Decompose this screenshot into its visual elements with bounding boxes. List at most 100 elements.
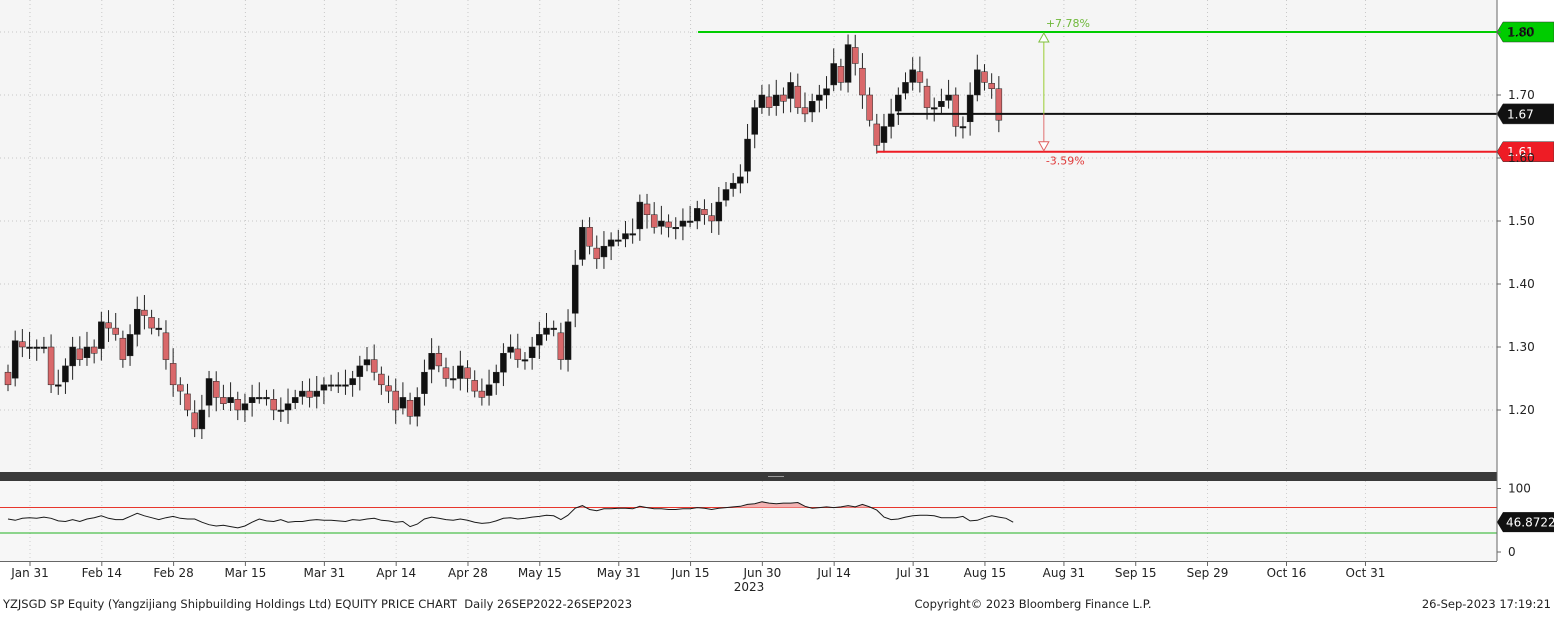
candle-body (435, 353, 443, 367)
candle-body (873, 123, 881, 146)
candle-body (974, 69, 981, 96)
range-arrow-up-head (1037, 31, 1050, 43)
support-tag (1496, 141, 1554, 162)
price-axis: 1.20 1.30 1.40 1.50 1.60 1.70 1.80 (1497, 25, 1535, 417)
candle-body (823, 88, 830, 96)
support-change-label: -3.59% (1046, 155, 1085, 168)
candle-body (808, 101, 816, 113)
candle-body (40, 346, 48, 349)
candlestick-series (4, 34, 1003, 439)
x-tick-label: Jun 15 (671, 566, 710, 580)
candle-body (959, 126, 967, 129)
indicator-series: 46.8722 (7, 501, 1554, 533)
footer-title: YZJSGD SP Equity (Yangzijiang Shipbuildi… (2, 597, 632, 611)
candle-body (851, 47, 859, 64)
candle-body (306, 390, 313, 398)
candle-body (902, 82, 909, 94)
current-tag (1496, 103, 1554, 125)
candle-body (629, 233, 636, 236)
y-tick-label: 1.30 (1508, 340, 1535, 354)
footer-copyright: Copyright© 2023 Bloomberg Finance L.P. (915, 597, 1152, 611)
candle-body (414, 397, 421, 417)
y-tick-label: 1.60 (1508, 151, 1535, 165)
candle-body (220, 397, 227, 404)
candle-body (98, 321, 105, 349)
candle-body (478, 390, 486, 398)
candle-body (449, 378, 457, 381)
candle-body (55, 384, 62, 387)
candle-body (119, 337, 127, 360)
candle-body (155, 327, 163, 330)
candle-body (780, 94, 787, 102)
candle-body (241, 403, 249, 411)
candle-body (90, 346, 98, 354)
candle-body (227, 397, 234, 404)
y-tick-label: 1.50 (1508, 214, 1535, 228)
candle-body (169, 363, 177, 386)
candle-body (988, 83, 995, 89)
candle-body (966, 94, 974, 123)
candle-body (69, 346, 76, 367)
candle-body (564, 321, 572, 360)
support-tag-label: 1.61 (1507, 145, 1534, 159)
candle-body (205, 378, 213, 406)
x-axis-year-label: 2023 (734, 580, 765, 594)
candle-body (399, 397, 407, 409)
candle-body (636, 201, 644, 230)
candle-body (930, 107, 938, 110)
panel-separator[interactable] (0, 472, 1497, 481)
candle-body (141, 309, 148, 316)
candle-body (607, 239, 615, 247)
candle-body (650, 214, 658, 228)
candle-body (392, 390, 399, 411)
candle-body (256, 397, 263, 400)
x-tick-label: Feb 28 (153, 566, 193, 580)
candle-body (945, 94, 952, 101)
candle-body (198, 409, 206, 430)
candle-body (658, 220, 665, 227)
candle-body (923, 85, 931, 108)
candle-body (471, 380, 478, 392)
candle-body (191, 412, 198, 430)
x-tick-label: Oct 31 (1346, 566, 1386, 580)
price-levels: +7.78% -3.59% 1.80 1.67 1.61 (698, 17, 1554, 168)
x-tick-label: Sep 29 (1187, 566, 1229, 580)
candle-body (665, 221, 672, 228)
indicator-axis: 0 100 (1497, 482, 1531, 559)
candle-body (112, 327, 119, 335)
candle-body (909, 69, 916, 83)
candle-body (550, 327, 557, 330)
indicator-tick-label: 100 (1508, 482, 1531, 496)
candle-body (615, 239, 622, 242)
candle-body (291, 397, 299, 404)
candle-body (313, 390, 320, 397)
x-tick-label: Aug 31 (1043, 566, 1086, 580)
candle-body (981, 71, 988, 83)
candle-body (492, 371, 500, 384)
candle-body (19, 341, 26, 348)
candle-body (442, 367, 450, 379)
candle-body (557, 332, 565, 360)
candle-body (76, 348, 84, 360)
candle-body (995, 88, 1003, 121)
candle-body (887, 113, 895, 127)
candle-body (593, 247, 601, 260)
x-tick-label: Jul 14 (816, 566, 851, 580)
candle-body (571, 264, 579, 314)
x-tick-label: Aug 15 (964, 566, 1007, 580)
candle-body (299, 390, 306, 397)
x-tick-label: May 15 (518, 566, 562, 580)
candle-body (105, 322, 112, 329)
candle-body (895, 94, 902, 112)
candle-body (177, 384, 184, 392)
candle-body (342, 384, 349, 387)
candle-body (600, 245, 608, 258)
x-tick-label: May 31 (597, 566, 641, 580)
x-tick-label: Mar 31 (304, 566, 346, 580)
candle-body (794, 85, 802, 108)
candle-body (528, 346, 536, 358)
candle-body (133, 308, 141, 335)
indicator-value-tag (1497, 512, 1554, 533)
candle-body (270, 399, 277, 411)
